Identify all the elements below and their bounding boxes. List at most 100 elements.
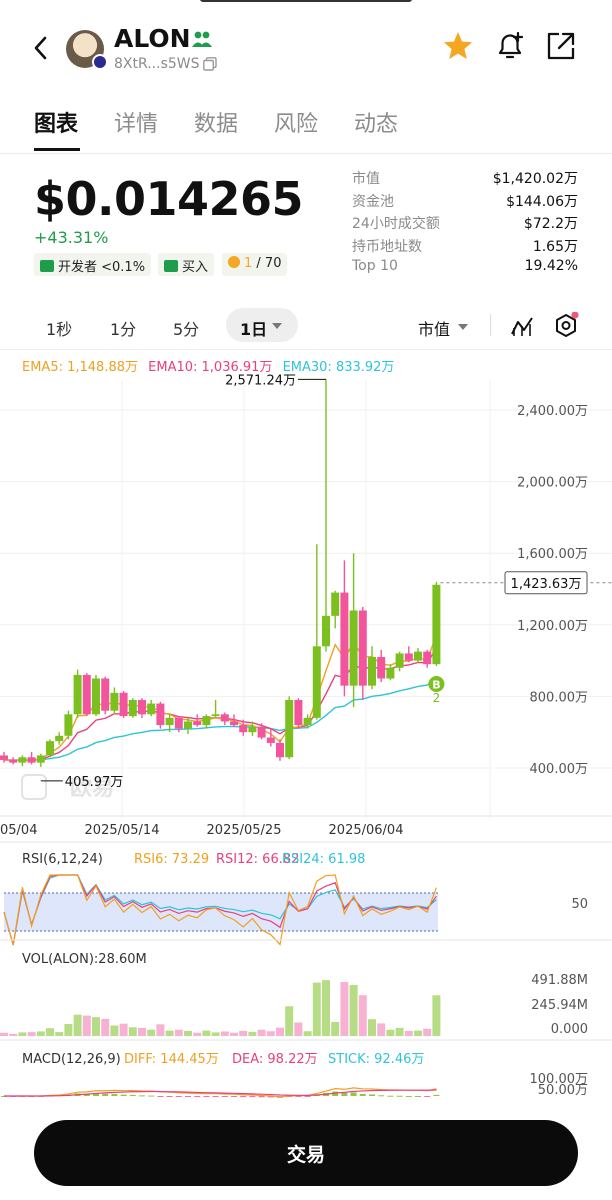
y-axis-label: 800.00万 xyxy=(530,690,589,705)
volume-bar xyxy=(331,1021,340,1036)
token-name: ALON xyxy=(114,24,191,53)
candle-body xyxy=(92,678,100,715)
macd-bar xyxy=(157,1096,164,1097)
candle-body xyxy=(322,615,330,647)
x-axis-label: 2025/06/04 xyxy=(329,823,404,838)
tab-chart[interactable]: 图表 xyxy=(34,112,79,137)
macd-bar xyxy=(433,1094,440,1096)
y-axis-label: 2,400.00万 xyxy=(517,404,588,419)
share-external-icon[interactable] xyxy=(545,30,577,62)
indicator-icon[interactable] xyxy=(510,314,536,338)
last-price-label: 1,423.63万 xyxy=(511,577,582,592)
tab-details[interactable]: 详情 xyxy=(114,112,159,137)
macd-diff-line xyxy=(3,1087,437,1098)
volume-bar xyxy=(395,1027,404,1036)
macd-bar xyxy=(415,1095,421,1097)
stat-row-market-cap: 市值 $1,420.02万 xyxy=(352,168,578,191)
timeframe-1m[interactable]: 1分 xyxy=(110,320,137,339)
candle-body xyxy=(18,757,27,763)
macd-bar xyxy=(93,1093,99,1096)
volume-bar xyxy=(73,1014,82,1036)
macd-title: MACD(12,26,9) xyxy=(22,1052,121,1067)
macd-dea-label: DEA: 98.22万 xyxy=(232,1052,318,1067)
candle-body xyxy=(414,651,422,661)
volume-bar xyxy=(248,1031,257,1036)
back-button[interactable] xyxy=(28,30,56,66)
token-address: 8XtR...s5WS xyxy=(114,56,200,72)
metric-select[interactable]: 市值 xyxy=(418,320,451,339)
buy-marker-count: 2 xyxy=(433,691,441,705)
star-icon[interactable] xyxy=(442,30,474,62)
macd-bar xyxy=(129,1094,136,1096)
macd-bar xyxy=(240,1096,247,1098)
macd-bar xyxy=(359,1093,366,1096)
macd-bar xyxy=(166,1096,173,1097)
y-axis-label: 1,200.00万 xyxy=(517,619,588,634)
chevron-left-icon xyxy=(34,36,47,60)
stat-row-top10: Top 10 19.42% xyxy=(352,258,578,281)
macd-bar xyxy=(369,1094,375,1096)
ema30-line xyxy=(3,677,437,761)
rsi12-label: RSI12: 66.82 xyxy=(216,852,299,867)
token-stats: 市值 $1,420.02万 资金池 $144.06万 24小时成交额 $72.2万 持… xyxy=(352,168,578,281)
volume-bar xyxy=(156,1024,165,1036)
stat-value: 19.42% xyxy=(524,258,578,274)
dev-holding-pill[interactable]: 开发者 <0.1% xyxy=(34,253,152,276)
volume-bar xyxy=(184,1030,192,1036)
candle-body xyxy=(174,717,183,729)
volume-bar xyxy=(211,1032,220,1036)
macd-bar xyxy=(304,1096,311,1097)
candle-body xyxy=(101,678,110,711)
buy-pill-label: 买入 xyxy=(182,260,209,275)
volume-bar xyxy=(414,1030,422,1036)
candle-body xyxy=(0,755,8,760)
chevron-down-icon xyxy=(272,323,282,329)
trade-button[interactable]: 交易 xyxy=(34,1120,578,1186)
tab-risk[interactable]: 风险 xyxy=(274,112,319,137)
copy-icon[interactable] xyxy=(203,57,217,71)
rank-pill-total: / 70 xyxy=(252,256,282,271)
candle-body xyxy=(266,737,275,743)
macd-dea-line xyxy=(3,1089,437,1097)
volume-bar xyxy=(340,982,349,1036)
macd-bar xyxy=(378,1095,385,1097)
ema10-label: EMA10: 1,036.91万 xyxy=(148,360,273,375)
volume-bar xyxy=(18,1032,27,1036)
vol-title: VOL(ALON):28.60M xyxy=(22,952,147,967)
settings-icon[interactable] xyxy=(552,312,580,340)
candle-body xyxy=(184,721,192,729)
macd-bar xyxy=(424,1096,431,1097)
sun-icon xyxy=(228,256,240,268)
candle-body xyxy=(303,717,312,726)
candle-body xyxy=(349,610,358,686)
volume-bar xyxy=(358,995,367,1036)
tab-data[interactable]: 数据 xyxy=(194,112,239,137)
market-cap-chart[interactable]: 2,400.00万 2,000.00万 1,600.00万 1,200.00万 800.… xyxy=(0,350,612,1100)
volume-bar xyxy=(432,995,441,1036)
chart-area[interactable]: EMA5: 1,148.88万 EMA10: 1,036.91万 EMA30: … xyxy=(0,350,612,1100)
timeframe-5m[interactable]: 5分 xyxy=(173,320,200,339)
volume-bar xyxy=(349,985,358,1036)
candle-body xyxy=(358,610,367,686)
candle-body xyxy=(220,714,229,722)
min-label: 405.97万 xyxy=(65,775,124,790)
stat-label: 市值 xyxy=(352,171,380,187)
macd-bar xyxy=(175,1096,182,1097)
volume-bar xyxy=(128,1027,137,1036)
timeframe-1s[interactable]: 1秒 xyxy=(46,320,73,339)
rank-pill[interactable]: 1 / 70 xyxy=(222,253,288,276)
buy-pill[interactable]: 买入 xyxy=(158,253,215,276)
volume-bar xyxy=(119,1023,128,1036)
volume-bar xyxy=(220,1031,229,1036)
tab-active-indicator xyxy=(34,148,80,151)
stat-row-holders: 持币地址数 1.65万 xyxy=(352,236,578,259)
tab-activity[interactable]: 动态 xyxy=(354,112,399,137)
macd-bar xyxy=(286,1096,293,1097)
bell-plus-icon[interactable] xyxy=(494,30,526,62)
rsi-title: RSI(6,12,24) xyxy=(22,852,103,867)
timeframe-1d-selector[interactable]: 1日 xyxy=(226,308,298,342)
candle-body xyxy=(257,726,266,738)
volume-bar xyxy=(101,1018,110,1036)
timeframe-bar: 1秒 1分 5分 1日 市值 xyxy=(0,306,612,350)
candle-body xyxy=(331,592,340,616)
